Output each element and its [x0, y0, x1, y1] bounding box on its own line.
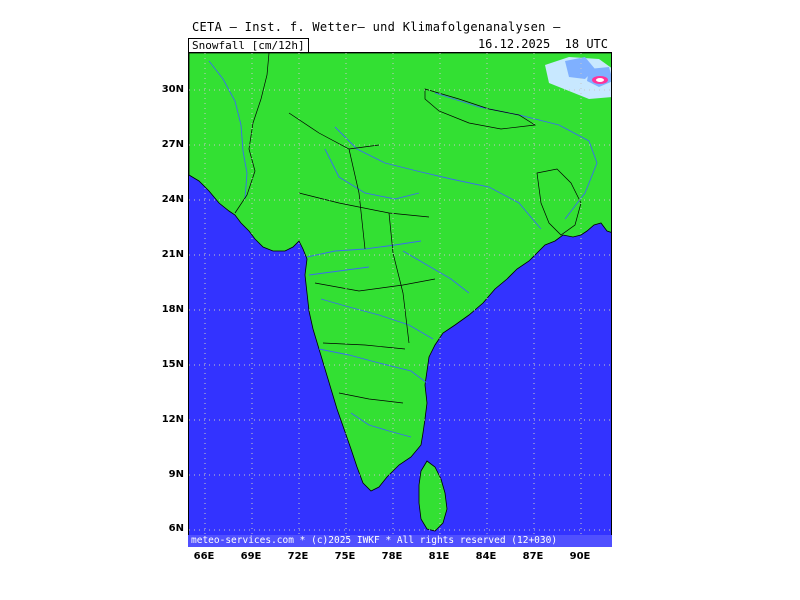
chart-title: CETA — Inst. f. Wetter— und Klimafolgena… — [192, 20, 561, 34]
lat-label-24n: 24N — [161, 194, 184, 205]
map-canvas — [189, 53, 611, 546]
lon-label-72e: 72E — [287, 551, 309, 562]
copyright-footer: meteo-services.com * (c)2025 IWKF * All … — [188, 535, 612, 547]
snowfall-area-heavy-core — [596, 78, 604, 82]
lon-label-69e: 69E — [240, 551, 262, 562]
subheader: Snowfall [cm/12h] 16.12.2025 18 UTC — [188, 38, 612, 52]
river-tapti — [308, 266, 370, 276]
lat-label-6n: 6N — [168, 523, 184, 534]
lon-label-78e: 78E — [381, 551, 403, 562]
border-state-2 — [298, 192, 430, 218]
lat-label-9n: 9N — [168, 469, 184, 480]
river-krishna — [318, 348, 428, 384]
lat-label-12n: 12N — [161, 414, 184, 425]
lon-label-81e: 81E — [428, 551, 450, 562]
snowfall-area-medium — [565, 57, 595, 79]
border-state-4 — [322, 342, 406, 350]
valid-time-label: 16.12.2025 18 UTC — [477, 37, 608, 51]
border-nepal — [424, 88, 537, 130]
river-kaveri — [350, 412, 412, 438]
lat-label-15n: 15N — [161, 359, 184, 370]
lat-label-27n: 27N — [161, 139, 184, 150]
river-indus — [208, 60, 248, 200]
border-state-6 — [388, 212, 410, 344]
lon-label-75e: 75E — [334, 551, 356, 562]
grid — [189, 53, 611, 546]
lat-label-18n: 18N — [161, 304, 184, 315]
border-state-3 — [314, 278, 436, 292]
lon-label-90e: 90E — [569, 551, 591, 562]
river-yamuna — [324, 148, 420, 200]
river-godavari — [320, 298, 434, 340]
lon-label-84e: 84E — [475, 551, 497, 562]
border-state-7 — [348, 148, 366, 250]
borders — [234, 53, 582, 404]
lat-label-21n: 21N — [161, 249, 184, 260]
border-bangladesh — [536, 168, 582, 236]
map-panel — [188, 52, 612, 547]
parameter-label: Snowfall [cm/12h] — [188, 38, 309, 52]
river-mahanadi — [402, 250, 470, 294]
mainland-india — [189, 53, 611, 492]
border-state-1 — [288, 112, 380, 150]
lon-label-87e: 87E — [522, 551, 544, 562]
lon-label-66e: 66E — [193, 551, 215, 562]
border-pakistan-india — [234, 53, 270, 214]
lat-label-30n: 30N — [161, 84, 184, 95]
river-brahmaputra — [434, 92, 598, 220]
border-state-5 — [338, 392, 404, 404]
